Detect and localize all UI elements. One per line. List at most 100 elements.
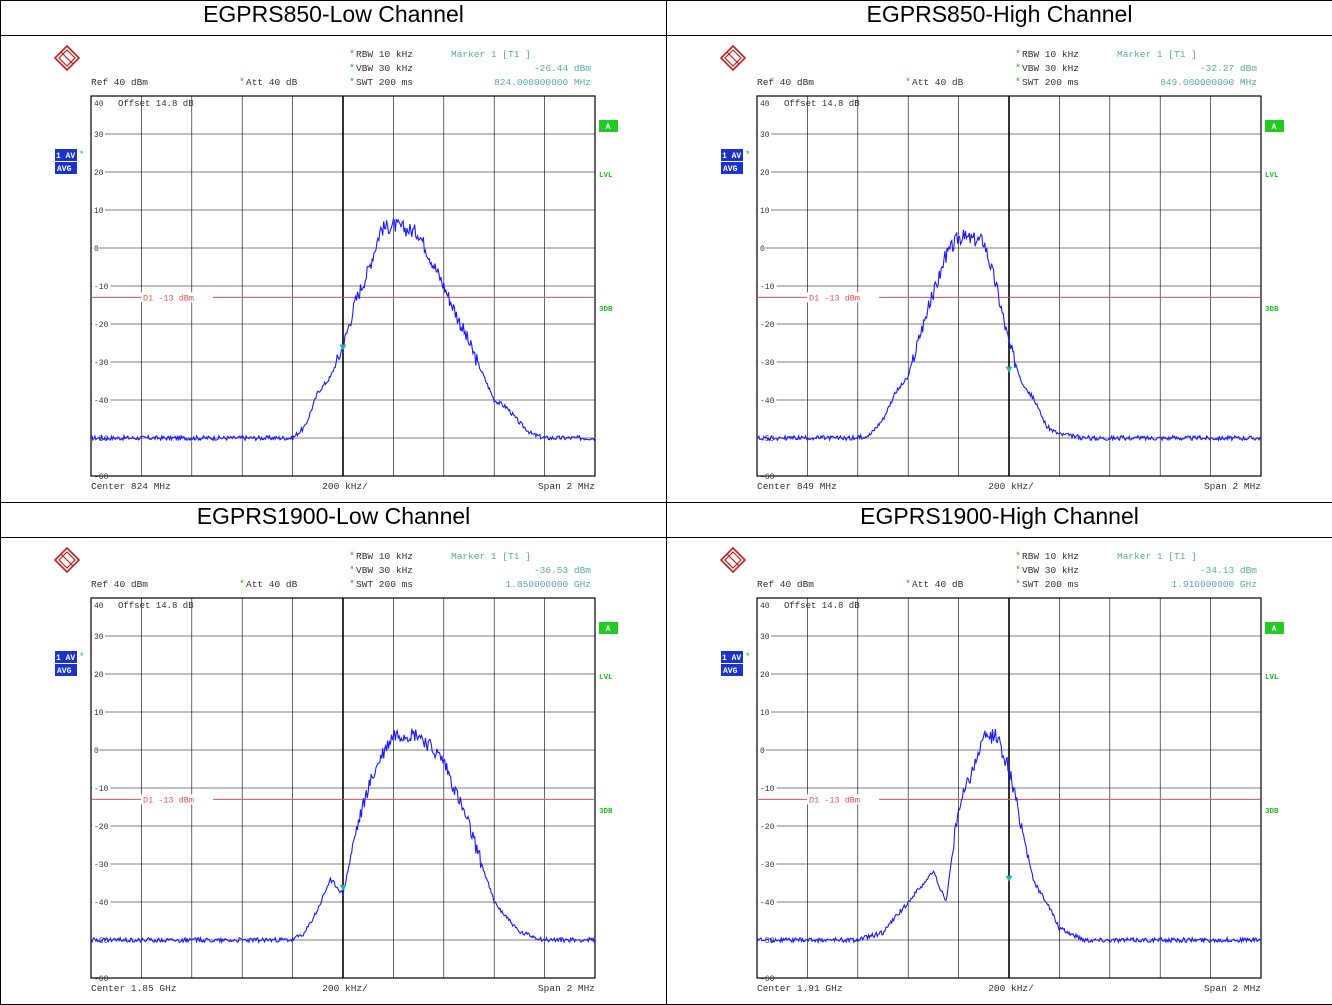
- modified-asterisk: *: [349, 565, 355, 577]
- panel-title: EGPRS850-High Channel: [667, 1, 1332, 36]
- marker-label: Marker 1 [T1 ]: [451, 551, 531, 562]
- y-tick-label: 40: [760, 602, 770, 611]
- analyzer-panel: *RBW 10 kHz*VBW 30 kHz*SWT 200 ms*Att 40…: [667, 538, 1332, 1005]
- modified-asterisk: *: [239, 77, 245, 89]
- y-tick-label: -40: [760, 397, 775, 406]
- y-tick-label: 40: [94, 602, 104, 611]
- modified-asterisk: *: [349, 49, 355, 61]
- span-per-division-label: 200 kHz/: [988, 481, 1034, 492]
- marker-frequency: 1.910000000 GHz: [1171, 579, 1257, 590]
- y-tick-label: 0: [94, 245, 99, 254]
- y-tick-label: 20: [760, 169, 770, 178]
- offset-readout: Offset 14.8 dB: [784, 601, 860, 611]
- limit-line-label: D1 -13 dBm: [809, 293, 860, 303]
- center-frequency-label: Center 1.91 GHz: [757, 983, 843, 994]
- y-tick-label: 40: [760, 100, 770, 109]
- attenuation-readout: Att 40 dB: [912, 77, 964, 88]
- y-tick-label: -30: [94, 359, 109, 368]
- y-tick-label: 0: [760, 747, 765, 756]
- y-tick-label: -10: [760, 283, 775, 292]
- plot-grid: [91, 598, 595, 978]
- side-label-lvl: LVL: [1265, 674, 1279, 682]
- side-label-a-text: A: [606, 123, 611, 132]
- attenuation-readout: Att 40 dB: [246, 77, 298, 88]
- y-tick-label: 20: [760, 671, 770, 680]
- y-tick-label: -30: [760, 861, 775, 870]
- swt-readout: SWT 200 ms: [356, 579, 413, 590]
- plot-grid: [757, 96, 1261, 476]
- modified-asterisk: *: [349, 63, 355, 75]
- side-label-a: A: [599, 120, 618, 132]
- y-tick-label: 20: [94, 671, 104, 680]
- y-tick-label: 10: [760, 709, 770, 718]
- y-tick-label: -30: [94, 861, 109, 870]
- side-label-3db: 3DB: [1265, 808, 1279, 816]
- modified-asterisk: *: [1015, 579, 1021, 591]
- modified-asterisk: *: [905, 579, 911, 591]
- trace-badge-label: AVG: [57, 667, 72, 676]
- side-label-a: A: [1265, 120, 1284, 132]
- span-label: Span 2 MHz: [538, 983, 595, 994]
- marker-level: -26.44 dBm: [534, 63, 591, 74]
- swt-readout: SWT 200 ms: [1022, 77, 1079, 88]
- marker-label: Marker 1 [T1 ]: [1117, 49, 1197, 60]
- spectrum-analyzer-display: *RBW 10 kHz*VBW 30 kHz*SWT 200 ms*Att 40…: [1, 36, 665, 502]
- rbw-readout: RBW 10 kHz: [356, 551, 413, 562]
- marker-label: Marker 1 [T1 ]: [1117, 551, 1197, 562]
- y-tick-label: -20: [760, 321, 775, 330]
- y-tick-label: -20: [760, 823, 775, 832]
- center-frequency-label: Center 849 MHz: [757, 481, 837, 492]
- trace-badge-label: AVG: [723, 165, 738, 174]
- rs-logo-icon: [55, 548, 79, 572]
- panel-title: EGPRS1900-High Channel: [667, 503, 1332, 538]
- y-tick-label: 30: [760, 633, 770, 642]
- plot-grid: [757, 598, 1261, 978]
- trace-badge-label: 1 AV: [722, 152, 741, 161]
- marker-frequency: 849.000000000 MHz: [1160, 77, 1257, 88]
- rs-logo-icon: [55, 46, 79, 70]
- y-tick-label: 30: [94, 131, 104, 140]
- y-tick-label: 10: [94, 709, 104, 718]
- modified-asterisk: *: [1015, 565, 1021, 577]
- y-tick-label: -40: [760, 899, 775, 908]
- modified-asterisk: *: [79, 652, 84, 662]
- y-tick-label: -10: [760, 785, 775, 794]
- trace-badge: 1 AV AVG: [721, 149, 743, 174]
- modified-asterisk: *: [79, 150, 84, 160]
- side-label-lvl: LVL: [599, 172, 613, 180]
- trace-badge-label: AVG: [57, 165, 72, 174]
- trace-badge-label: AVG: [723, 667, 738, 676]
- marker-level: -32.27 dBm: [1200, 63, 1257, 74]
- y-tick-label: -40: [94, 397, 109, 406]
- modified-asterisk: *: [349, 551, 355, 563]
- trace-badge: 1 AV AVG: [55, 651, 77, 676]
- offset-readout: Offset 14.8 dB: [784, 99, 860, 109]
- y-tick-label: 30: [94, 633, 104, 642]
- modified-asterisk: *: [349, 579, 355, 591]
- y-tick-label: 20: [94, 169, 104, 178]
- y-tick-label: 0: [94, 747, 99, 756]
- vbw-readout: VBW 30 kHz: [356, 63, 413, 74]
- offset-readout: Offset 14.8 dB: [118, 601, 194, 611]
- rs-logo-icon: [721, 46, 745, 70]
- vbw-readout: VBW 30 kHz: [1022, 63, 1079, 74]
- side-label-a: A: [599, 622, 618, 634]
- trace-badge-label: 1 AV: [56, 152, 75, 161]
- trace-badge-label: 1 AV: [56, 654, 75, 663]
- attenuation-readout: Att 40 dB: [246, 579, 298, 590]
- modified-asterisk: *: [745, 150, 750, 160]
- span-per-division-label: 200 kHz/: [322, 481, 368, 492]
- analyzer-panel: *RBW 10 kHz*VBW 30 kHz*SWT 200 ms*Att 40…: [667, 36, 1332, 503]
- span-per-division-label: 200 kHz/: [988, 983, 1034, 994]
- spectrum-analyzer-display: *RBW 10 kHz*VBW 30 kHz*SWT 200 ms*Att 40…: [667, 36, 1331, 502]
- analyzer-panel: *RBW 10 kHz*VBW 30 kHz*SWT 200 ms*Att 40…: [1, 36, 667, 503]
- y-tick-label: 10: [94, 207, 104, 216]
- modified-asterisk: *: [905, 77, 911, 89]
- modified-asterisk: *: [1015, 77, 1021, 89]
- modified-asterisk: *: [1015, 49, 1021, 61]
- center-frequency-label: Center 1.85 GHz: [91, 983, 177, 994]
- rbw-readout: RBW 10 kHz: [1022, 49, 1079, 60]
- plot-grid: [91, 96, 595, 476]
- modified-asterisk: *: [1015, 63, 1021, 75]
- y-tick-label: 0: [760, 245, 765, 254]
